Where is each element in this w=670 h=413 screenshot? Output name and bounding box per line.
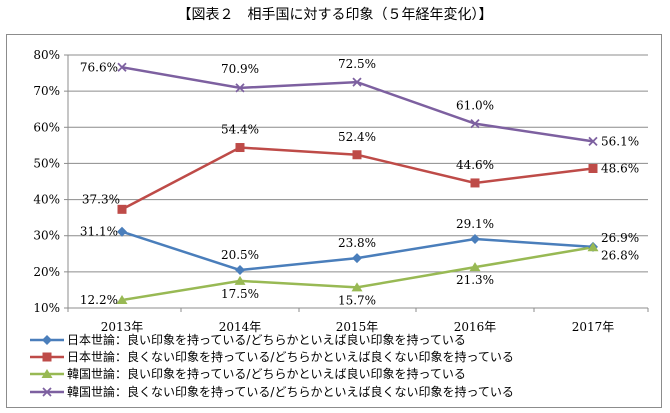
chart-title: 【図表２ 相手国に対する印象（５年経年変化）】	[177, 7, 493, 23]
data-label: 15.7%	[338, 293, 376, 307]
data-label: 17.5%	[221, 287, 259, 301]
data-label: 56.1%	[601, 134, 639, 148]
point-marker	[234, 275, 246, 285]
gridlines	[68, 54, 648, 309]
data-label: 29.1%	[456, 217, 494, 231]
x-tick-label: 2017年	[572, 320, 615, 334]
y-tick-label: 10%	[33, 301, 60, 315]
point-marker	[469, 262, 481, 272]
legend-label: 日本世論：良い印象を持っている/どちらかといえば良い印象を持っている	[67, 332, 466, 347]
point-marker	[587, 242, 599, 252]
x-tick-label: 2014年	[219, 320, 262, 334]
data-label: 26.8%	[601, 248, 639, 262]
point-marker	[588, 163, 598, 173]
x-axis: 2013年 2014年 2015年 2016年 2017年	[67, 307, 649, 334]
marker-stroke	[117, 62, 127, 72]
marker-stroke	[588, 136, 598, 147]
legend: 日本世論：良い印象を持っている/どちらかといえば良い印象を持っている日本世論：良…	[30, 332, 514, 399]
point-marker	[470, 233, 480, 244]
y-tick-label: 40%	[33, 193, 60, 207]
point-marker	[352, 150, 362, 160]
data-label: 12.2%	[80, 293, 118, 307]
data-label: 37.3%	[82, 192, 120, 206]
y-tick-label: 60%	[33, 120, 60, 134]
point-marker	[588, 136, 598, 147]
point-marker	[352, 253, 362, 264]
data-labels: 31.1% 20.5% 23.8% 29.1% 26.9% 37.3% 54.4% 52.4%…	[80, 57, 639, 307]
chart-frame	[6, 34, 662, 408]
data-label: 54.4%	[221, 123, 259, 137]
point-marker	[117, 62, 127, 72]
y-tick-label: 80%	[33, 48, 60, 62]
data-label: 26.9%	[601, 231, 639, 245]
x-tick-label: 2013年	[101, 320, 144, 334]
y-tick-label: 50%	[33, 156, 60, 170]
data-label: 61.0%	[456, 99, 494, 113]
series-markers	[116, 62, 599, 305]
point-marker	[470, 178, 480, 188]
y-tick-label: 30%	[33, 229, 60, 243]
point-marker	[117, 226, 127, 237]
point-marker	[42, 352, 52, 362]
point-marker	[116, 295, 128, 305]
data-label: 20.5%	[221, 248, 259, 262]
point-marker	[351, 282, 363, 292]
x-tick-label: 2015年	[336, 320, 379, 334]
marker-stroke	[352, 77, 362, 87]
point-marker	[235, 143, 245, 153]
point-marker	[42, 387, 52, 397]
data-label: 70.9%	[221, 62, 259, 76]
data-label: 48.6%	[601, 161, 639, 175]
data-label: 72.5%	[338, 57, 376, 71]
data-label: 44.6%	[456, 158, 494, 172]
legend-item: 韓国世論：良くない印象を持っている/どちらかといえば良くない印象を持っている	[30, 384, 514, 399]
y-axis: 10% 20% 30% 40% 50% 60% 70% 80%	[33, 48, 69, 315]
x-tick-label: 2016年	[454, 320, 497, 334]
point-marker	[117, 204, 127, 214]
point-marker	[470, 119, 480, 129]
legend-label: 日本世論：良くない印象を持っている/どちらかといえば良くない印象を持っている	[67, 349, 514, 364]
legend-label: 韓国世論：良くない印象を持っている/どちらかといえば良くない印象を持っている	[67, 384, 514, 399]
marker-stroke	[235, 83, 245, 93]
data-label: 23.8%	[338, 236, 376, 250]
point-marker	[352, 77, 362, 87]
point-marker	[235, 265, 245, 276]
legend-item: 日本世論：良い印象を持っている/どちらかといえば良い印象を持っている	[30, 332, 466, 347]
legend-item: 日本世論：良くない印象を持っている/どちらかといえば良くない印象を持っている	[30, 349, 514, 364]
data-label: 31.1%	[80, 225, 118, 239]
legend-label: 韓国世論：良い印象を持っている/どちらかといえば良い印象を持っている	[67, 366, 466, 381]
marker-stroke	[470, 119, 480, 129]
legend-item: 韓国世論：良い印象を持っている/どちらかといえば良い印象を持っている	[30, 366, 466, 381]
point-marker	[235, 83, 245, 93]
y-tick-label: 20%	[33, 265, 60, 279]
series-lines	[121, 66, 594, 302]
data-label: 76.6%	[80, 60, 118, 74]
point-marker	[42, 335, 52, 345]
marker-stroke	[42, 387, 52, 397]
point-marker	[41, 369, 53, 378]
y-tick-label: 70%	[33, 84, 60, 98]
data-label: 21.3%	[456, 273, 494, 287]
data-label: 52.4%	[338, 130, 376, 144]
